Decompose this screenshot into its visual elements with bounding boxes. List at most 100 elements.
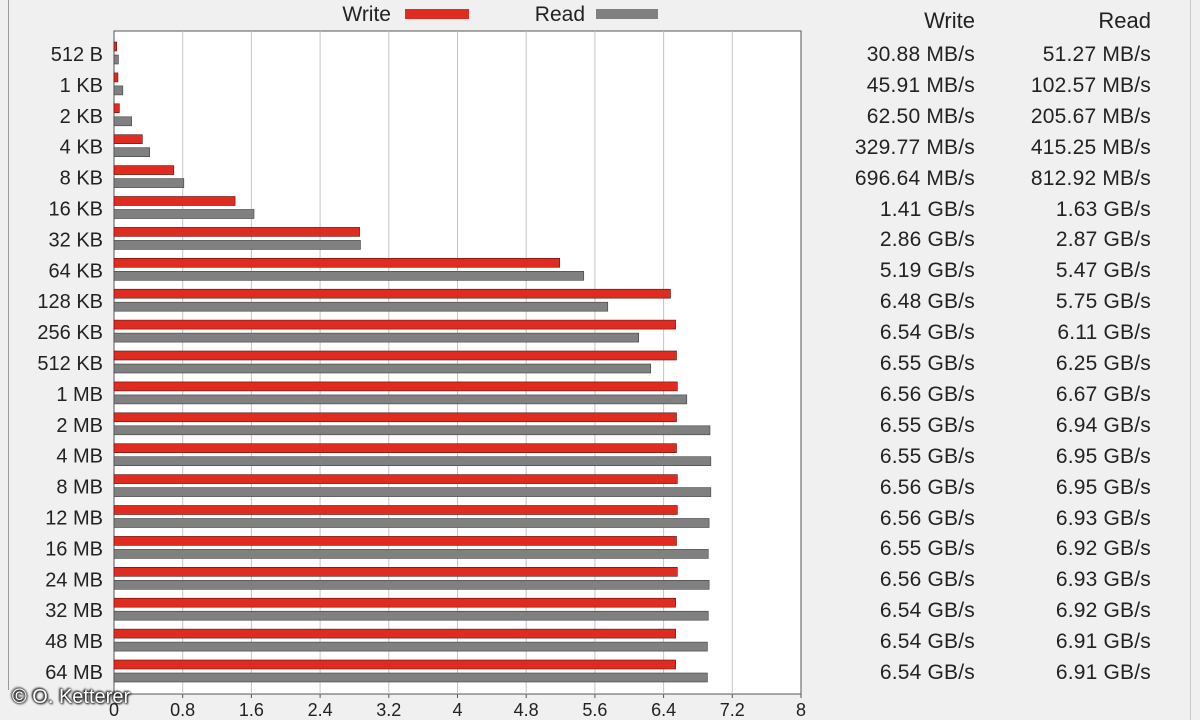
rate-read: 6.93 GB/s xyxy=(1055,568,1151,592)
category-label: 2 KB xyxy=(60,106,103,128)
bar-write xyxy=(113,566,678,577)
rate-write: 6.54 GB/s xyxy=(879,661,975,684)
x-tick-label: 5.6 xyxy=(582,700,607,720)
bar-read xyxy=(113,672,708,683)
x-tick-label: 7.2 xyxy=(720,700,745,720)
bar-write xyxy=(113,536,677,546)
category-label: 64 MB xyxy=(45,662,103,684)
x-tick-label: 2.4 xyxy=(308,700,333,720)
category-label: 12 MB xyxy=(45,508,103,530)
rate-read: 6.91 GB/s xyxy=(1055,630,1151,654)
bar-write xyxy=(113,381,678,392)
bar-write xyxy=(113,165,175,175)
bar-write xyxy=(113,72,119,83)
rate-read: 2.87 GB/s xyxy=(1055,228,1151,252)
bar-write xyxy=(113,319,676,330)
category-label: 64 KB xyxy=(49,260,103,282)
category-label: 4 KB xyxy=(60,137,103,159)
category-label: 512 B xyxy=(51,44,103,66)
bar-write xyxy=(113,659,676,670)
bar-read xyxy=(113,518,710,528)
category-label: 2 MB xyxy=(56,415,103,437)
bar-read xyxy=(113,579,710,590)
x-tick-label: 4.8 xyxy=(514,700,539,720)
category-label: 1 MB xyxy=(56,384,103,406)
category-label: 8 MB xyxy=(56,477,103,499)
bar-read xyxy=(113,301,609,312)
bar-write xyxy=(113,196,236,206)
category-label: 32 MB xyxy=(45,600,103,622)
rate-read: 6.67 GB/s xyxy=(1055,382,1151,406)
rate-write: 6.56 GB/s xyxy=(879,382,975,406)
bar-write xyxy=(113,505,678,515)
category-label: 32 KB xyxy=(49,229,103,251)
rate-write: 30.88 MB/s xyxy=(866,43,975,66)
category-label: 256 KB xyxy=(37,322,103,344)
category-label: 512 KB xyxy=(37,353,103,375)
x-tick-label: 0 xyxy=(109,700,119,720)
bar-write xyxy=(113,257,560,268)
bar-read xyxy=(113,178,185,188)
category-label: 128 KB xyxy=(37,291,103,313)
x-tick-label: 1.6 xyxy=(239,700,264,720)
rate-write: 5.19 GB/s xyxy=(879,259,975,283)
rate-read: 6.25 GB/s xyxy=(1055,352,1151,375)
rate-read: 6.94 GB/s xyxy=(1055,413,1151,437)
rate-write: 6.48 GB/s xyxy=(879,290,975,314)
rate-read: 6.93 GB/s xyxy=(1055,506,1151,530)
bar-read xyxy=(113,147,150,157)
category-label: 24 MB xyxy=(45,569,103,591)
bar-write xyxy=(113,103,120,114)
rate-read: 51.27 MB/s xyxy=(1042,43,1151,66)
rate-write: 329.77 MB/s xyxy=(854,135,975,159)
rate-write: 6.56 GB/s xyxy=(879,475,975,499)
x-tick-label: 6.4 xyxy=(651,700,676,720)
legend-swatch-write xyxy=(405,9,469,19)
rate-write: 1.41 GB/s xyxy=(879,197,975,221)
rate-write: 6.54 GB/s xyxy=(879,630,975,654)
bar-write xyxy=(113,474,678,484)
bar-read xyxy=(113,270,585,281)
bar-write xyxy=(113,412,677,423)
bar-write xyxy=(113,134,143,144)
bar-write xyxy=(113,227,360,237)
category-label: 8 KB xyxy=(60,168,103,190)
rate-read: 6.95 GB/s xyxy=(1055,475,1151,499)
rate-read: 6.95 GB/s xyxy=(1055,444,1151,468)
bar-read xyxy=(113,610,709,621)
rate-write: 6.55 GB/s xyxy=(879,352,975,375)
rate-read: 6.91 GB/s xyxy=(1055,661,1151,684)
legend-swatch-read xyxy=(596,9,658,19)
rate-write: 6.54 GB/s xyxy=(879,321,975,345)
bar-write xyxy=(113,597,676,608)
bar-write xyxy=(113,350,677,361)
rate-read: 102.57 MB/s xyxy=(1030,73,1151,97)
legend-label-read: Read xyxy=(535,3,585,26)
bar-read xyxy=(113,487,712,497)
rate-write: 6.55 GB/s xyxy=(879,444,975,468)
rate-read: 812.92 MB/s xyxy=(1030,166,1151,190)
bar-read xyxy=(113,240,361,250)
x-tick-label: 8 xyxy=(796,700,806,720)
bar-read xyxy=(113,85,124,96)
bar-read xyxy=(113,116,132,127)
category-label: 16 MB xyxy=(45,538,103,560)
legend-label-write: Write xyxy=(342,3,391,26)
x-tick-label: 3.2 xyxy=(376,700,401,720)
rate-write: 696.64 MB/s xyxy=(854,166,975,190)
rate-write: 6.56 GB/s xyxy=(879,568,975,592)
rate-write: 6.55 GB/s xyxy=(879,413,975,437)
rate-read: 6.11 GB/s xyxy=(1057,321,1151,345)
bar-read xyxy=(113,425,711,436)
left-border-line xyxy=(8,0,9,690)
copyright-watermark: © O. Ketterer xyxy=(12,686,131,708)
bar-write xyxy=(113,628,676,639)
bar-write xyxy=(113,288,671,299)
rate-write: 6.55 GB/s xyxy=(879,537,975,561)
table-header-write: Write xyxy=(924,8,975,33)
rate-write: 45.91 MB/s xyxy=(866,73,975,97)
rate-write: 2.86 GB/s xyxy=(879,228,975,252)
rate-read: 415.25 MB/s xyxy=(1030,135,1151,159)
bar-read xyxy=(113,456,712,467)
